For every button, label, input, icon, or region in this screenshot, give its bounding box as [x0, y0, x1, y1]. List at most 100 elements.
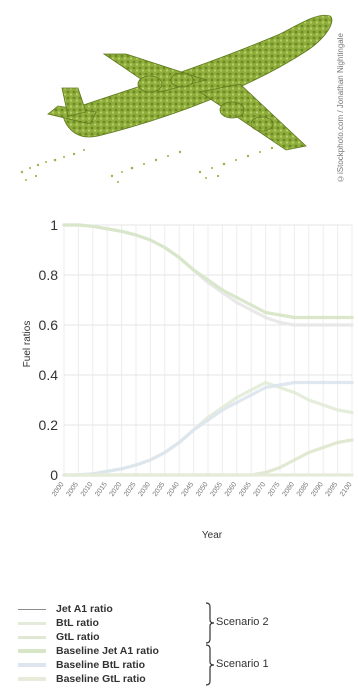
series-4-point-16: [292, 380, 296, 385]
x-tick-label: 2070: [253, 481, 268, 498]
engine-1: [137, 75, 163, 93]
legend-label: Baseline GtL ratio: [56, 673, 146, 685]
x-tick-label: 2045: [181, 481, 196, 498]
x-tick-label: 2060: [224, 481, 239, 498]
series-4-point-12: [235, 400, 239, 405]
series-5-point-5: [134, 473, 138, 477]
x-tick-label: 2095: [325, 481, 340, 498]
x-tick-label: 2020: [109, 481, 124, 498]
engine-4: [250, 116, 274, 132]
series-4-point-17: [307, 380, 311, 385]
airplane-tail-fin: [61, 87, 87, 117]
series-3-point-10: [206, 278, 210, 282]
series-3-point-16: [292, 315, 296, 320]
series-4-point-18: [321, 380, 325, 385]
series-5-point-12: [235, 473, 239, 477]
x-tick-label: 2080: [281, 481, 296, 498]
series-5-point-6: [148, 473, 152, 477]
series-3-point-17: [307, 315, 311, 320]
series-5-point-1: [76, 473, 80, 477]
series-5-point-14: [264, 473, 268, 477]
legend-group-label: Scenario 2: [216, 616, 269, 628]
legend-brace: [204, 644, 216, 691]
y-axis-label: Fuel ratios: [22, 321, 33, 368]
y-tick-label: 0: [50, 467, 58, 483]
x-tick-label: 2035: [152, 481, 167, 498]
series-4-point-15: [278, 383, 282, 387]
x-tick-label: 2085: [296, 481, 311, 498]
series-0-point-14: [264, 315, 268, 320]
y-tick-label: 0.4: [39, 367, 59, 383]
series-3-point-5: [134, 233, 138, 237]
series-1-point-10: [206, 415, 210, 420]
x-tick-label: 2090: [310, 481, 325, 498]
y-tick-label: 0.6: [39, 317, 59, 333]
series-0-point-11: [220, 290, 224, 295]
legend-label: GtL ratio: [56, 631, 100, 643]
series-4-point-19: [336, 380, 340, 385]
series-5-point-9: [192, 473, 196, 477]
legend-item: GtL ratio: [18, 630, 100, 644]
series-1-point-13: [249, 388, 253, 392]
chart-series: [62, 223, 354, 477]
series-4-point-11: [220, 408, 224, 412]
series-4-point-20: [350, 380, 354, 385]
series-5-point-4: [120, 473, 124, 477]
series-0-point-19: [336, 323, 340, 327]
x-tick-label: 2075: [267, 481, 282, 498]
series-0-point-17: [307, 323, 311, 327]
series-0-point-16: [292, 323, 296, 327]
legend-swatch: [18, 677, 46, 681]
series-5-point-17: [307, 473, 311, 477]
legend-item: Baseline GtL ratio: [18, 672, 146, 686]
y-axis-ticks: 0 0.2 0.4 0.6 0.8 1: [39, 217, 59, 483]
series-3-point-8: [177, 255, 181, 260]
series-2-point-15: [278, 465, 282, 470]
series-5-point-15: [278, 473, 282, 477]
legend-label: Baseline Jet A1 ratio: [56, 645, 159, 657]
series-3-point-1: [76, 223, 80, 227]
x-tick-label: 2025: [123, 481, 138, 498]
airplane-illustration: [20, 14, 333, 183]
engine-2: [170, 72, 194, 88]
series-0-point-20: [350, 323, 354, 327]
legend-item: BtL ratio: [18, 616, 99, 630]
y-tick-label: 1: [50, 217, 58, 233]
series-4-point-6: [148, 458, 152, 462]
y-tick-label: 0.8: [39, 267, 59, 283]
series-4-point-4: [120, 467, 124, 471]
x-axis-label: Year: [202, 530, 223, 541]
series-4-point-10: [206, 418, 210, 422]
series-1-point-18: [321, 403, 325, 407]
series-3-point-19: [336, 315, 340, 320]
legend-group-label: Scenario 1: [216, 658, 269, 670]
series-1-point-11: [220, 405, 224, 410]
series-1-point-16: [292, 390, 296, 395]
legend-swatch: [18, 608, 46, 610]
y-tick-label: 0.2: [39, 417, 59, 433]
leaf-trail: [20, 146, 274, 183]
legend-swatch: [18, 635, 46, 639]
series-0-point-18: [321, 323, 325, 327]
series-3-point-0: [62, 223, 66, 227]
engine-3: [219, 101, 245, 119]
series-1-point-20: [350, 410, 354, 415]
series-3-point-13: [249, 303, 253, 307]
legend-label: Jet A1 ratio: [56, 603, 113, 615]
x-axis-ticks: 2000 2005 2010 2015 2020 2025 2030 2035 2040 2045…: [51, 481, 354, 498]
series-5-point-8: [177, 473, 181, 477]
legend-item: Baseline Jet A1 ratio: [18, 644, 159, 658]
fuel-ratio-chart: 0 0.2 0.4 0.6 0.8 1 2000 2005 2010 2015 2020 2025 2…: [22, 217, 354, 541]
series-0-point-10: [206, 280, 210, 285]
series-4-point-5: [134, 463, 138, 467]
series-3-point-14: [264, 310, 268, 315]
legend-swatch: [18, 649, 46, 653]
series-3-point-15: [278, 313, 282, 317]
series-5-point-19: [336, 473, 340, 477]
series-1-point-15: [278, 385, 282, 390]
legend-brace: [204, 602, 216, 649]
x-tick-label: 2055: [209, 481, 224, 498]
legend-label: BtL ratio: [56, 617, 99, 629]
series-4-point-13: [249, 393, 253, 397]
series-2-point-17: [307, 450, 311, 455]
